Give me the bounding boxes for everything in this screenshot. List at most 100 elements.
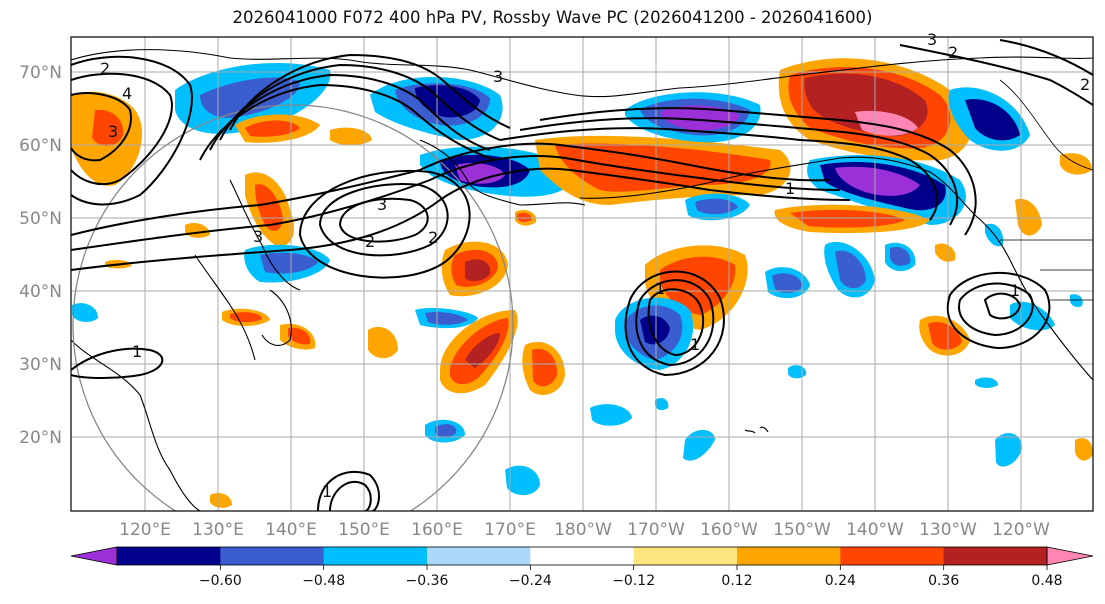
colorbar-tick-label: −0.24 xyxy=(509,573,552,589)
pv-negative-region xyxy=(655,397,669,411)
arctic-coast xyxy=(71,49,1093,98)
pv-positive-region xyxy=(245,120,300,137)
contour-label: 4 xyxy=(122,84,132,103)
pv-positive-region xyxy=(532,348,558,387)
colorbar-swatch xyxy=(943,547,1048,565)
contour-line xyxy=(71,167,851,271)
pv-positive-region xyxy=(92,109,124,146)
pv-negative-region xyxy=(660,105,740,131)
lon-label: 170°E xyxy=(484,520,536,540)
contour-line xyxy=(199,83,496,161)
colorbar-swatch xyxy=(220,547,325,565)
contour-label: 3 xyxy=(108,122,118,141)
pv-anomaly-fill xyxy=(72,58,1093,508)
contour-label: 3 xyxy=(927,30,937,49)
map-frame xyxy=(70,36,1094,512)
pv-positive-region xyxy=(465,332,500,368)
colorbar-tick-label: −0.60 xyxy=(199,573,242,589)
contour-label: 2 xyxy=(1080,75,1090,94)
pv-positive-region xyxy=(1015,198,1042,236)
lat-label: 40°N xyxy=(19,282,62,302)
contour-label: 3 xyxy=(377,195,387,214)
pv-negative-region xyxy=(415,85,480,118)
lon-label: 160°E xyxy=(411,520,463,540)
longitude-labels: 120°E 130°E 140°E 150°E 160°E 170°E 180°… xyxy=(119,520,1050,540)
contour-label: 1 xyxy=(655,279,665,298)
colorbar-tick-label: 0.12 xyxy=(721,573,752,589)
contour-line xyxy=(539,107,977,236)
contour-label: 2 xyxy=(428,228,438,247)
lon-label: 150°W xyxy=(773,520,831,540)
lon-label: 140°E xyxy=(265,520,317,540)
lon-label: 170°W xyxy=(627,520,685,540)
lat-label: 50°N xyxy=(19,209,62,229)
pv-negative-region xyxy=(835,166,920,196)
colorbar-tick-label: −0.12 xyxy=(612,573,655,589)
pv-negative-region xyxy=(435,424,457,438)
contour-line xyxy=(229,53,511,131)
contour-label: 2 xyxy=(365,232,375,251)
contour-line xyxy=(635,279,715,367)
colorbar-extend-max xyxy=(1046,546,1094,566)
lon-label: 130°E xyxy=(192,520,244,540)
pv-negative-region xyxy=(975,377,998,388)
contour-line xyxy=(983,292,1022,320)
pv-positive-region xyxy=(368,326,398,359)
lon-label: 120°W xyxy=(992,520,1050,540)
pv-positive-region xyxy=(330,127,372,146)
contour-labels: 2 4 3 3 3 2 2 3 1 2 3 2 1 1 1 1 1 xyxy=(100,30,1090,501)
colorbar-swatch xyxy=(323,547,428,565)
contour-line xyxy=(71,55,193,206)
contour-label: 1 xyxy=(785,179,795,198)
graticule xyxy=(71,37,1093,511)
contour-label: 1 xyxy=(1010,281,1020,300)
pv-negative-region xyxy=(590,404,632,426)
lon-label: 140°W xyxy=(846,520,904,540)
pv-positive-region xyxy=(935,243,956,262)
reference-circle xyxy=(72,104,514,511)
contour-line xyxy=(318,183,449,257)
rossby-wave-contours xyxy=(71,39,1093,511)
pv-negative-region xyxy=(505,465,540,496)
pv-negative-region xyxy=(995,433,1022,467)
pv-negative-region xyxy=(72,303,98,322)
lon-label: 120°E xyxy=(119,520,171,540)
colorbar-swatch xyxy=(427,547,531,565)
contour-label: 3 xyxy=(493,67,503,86)
contour-line xyxy=(624,270,725,377)
contour-line xyxy=(71,92,132,162)
pv-positive-region xyxy=(465,259,491,282)
pv-negative-region xyxy=(965,99,1020,141)
pv-negative-region xyxy=(200,77,300,118)
contour-line xyxy=(946,271,1051,350)
contour-line xyxy=(519,117,959,226)
plot-title: 2026041000 F072 400 hPa PV, Rossby Wave … xyxy=(232,8,873,27)
sakhalin-coast xyxy=(229,179,301,291)
contour-line xyxy=(647,288,705,357)
colorbar-swatch xyxy=(840,547,945,565)
latitude-labels: 70°N 60°N 50°N 40°N 30°N 20°N xyxy=(19,63,62,448)
pv-negative-region xyxy=(890,246,911,266)
colorbar-extend-min xyxy=(70,546,118,566)
lon-label: 150°E xyxy=(338,520,390,540)
lat-label: 30°N xyxy=(19,355,62,375)
japan-coast xyxy=(261,289,292,346)
contour-line xyxy=(71,155,841,251)
contour-label: 2 xyxy=(100,59,110,78)
contour-line xyxy=(71,72,173,186)
pv-positive-region xyxy=(928,322,962,350)
colorbar-tick-label: 0.24 xyxy=(825,573,856,589)
pv-negative-region xyxy=(683,429,715,461)
lon-label: 130°W xyxy=(919,520,977,540)
pv-negative-region xyxy=(835,250,866,289)
canada-interior xyxy=(999,79,1093,171)
colorbar-swatches xyxy=(70,546,1094,566)
colorbar-tick-label: 0.36 xyxy=(928,573,959,589)
contour-label: 1 xyxy=(690,335,700,354)
contour-line xyxy=(958,282,1034,337)
lat-label: 60°N xyxy=(19,136,62,156)
colorbar-frame xyxy=(116,546,1048,566)
contour-line xyxy=(499,127,939,221)
lat-label: 70°N xyxy=(19,63,62,83)
